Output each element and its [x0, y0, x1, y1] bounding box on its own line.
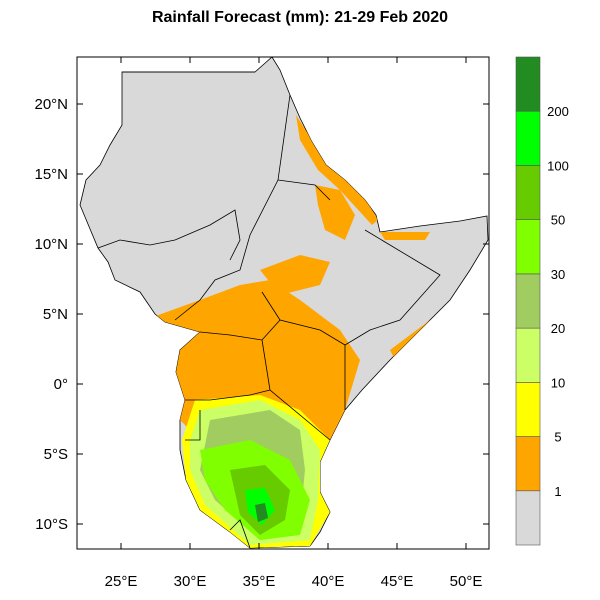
- legend-swatch: [515, 490, 541, 546]
- legend-label: 20: [551, 321, 565, 336]
- x-tick-label: 35°E: [243, 573, 276, 590]
- legend-swatch: [515, 110, 541, 166]
- legend-label: 10: [551, 375, 565, 390]
- rain-1-5mm-ethiopia: [315, 185, 355, 240]
- x-tick-label: 25°E: [105, 573, 138, 590]
- longitude-axis: 25°E 30°E 35°E 40°E 45°E 50°E: [105, 57, 483, 590]
- x-tick-label: 40°E: [312, 573, 345, 590]
- y-tick-label: 0°: [54, 376, 68, 393]
- legend-label: 100: [547, 158, 569, 173]
- rain-somalia-coast: [380, 232, 435, 360]
- y-tick-label: 10°S: [35, 516, 68, 533]
- y-tick-label: 15°N: [34, 166, 68, 183]
- y-tick-label: 5°S: [44, 446, 68, 463]
- y-tick-label: 20°N: [34, 96, 68, 113]
- legend-label: 30: [551, 267, 565, 282]
- y-tick-label: 10°N: [34, 236, 68, 253]
- legend-swatch: [515, 219, 541, 275]
- y-tick-label: 5°N: [43, 306, 68, 323]
- legend-label: 50: [551, 213, 565, 228]
- rain-over-200mm: [255, 503, 268, 522]
- rainfall-field: [150, 115, 435, 548]
- rain-coast: [296, 115, 378, 225]
- rain-1-5mm-highlands: [260, 255, 330, 295]
- legend-label: 200: [547, 104, 569, 119]
- latitude-axis: 20°N 15°N 10°N 5°N 0° 5°S 10°S: [34, 96, 489, 533]
- country-borders: [97, 71, 441, 549]
- legend-label: 5: [554, 430, 561, 445]
- x-tick-label: 45°E: [381, 573, 414, 590]
- legend-swatch: [515, 56, 541, 112]
- x-tick-label: 50°E: [450, 573, 483, 590]
- legend-swatch: [515, 327, 541, 383]
- legend-swatch: [515, 436, 541, 492]
- legend-swatch: [515, 382, 541, 437]
- map-title: Rainfall Forecast (mm): 21-29 Feb 2020: [151, 9, 449, 26]
- legend-swatch: [515, 273, 541, 329]
- color-legend: 1 5 10 20 30 50 100 200: [515, 56, 569, 546]
- legend-swatch: [515, 165, 541, 220]
- legend-label: 1: [554, 484, 561, 499]
- x-tick-label: 30°E: [174, 573, 207, 590]
